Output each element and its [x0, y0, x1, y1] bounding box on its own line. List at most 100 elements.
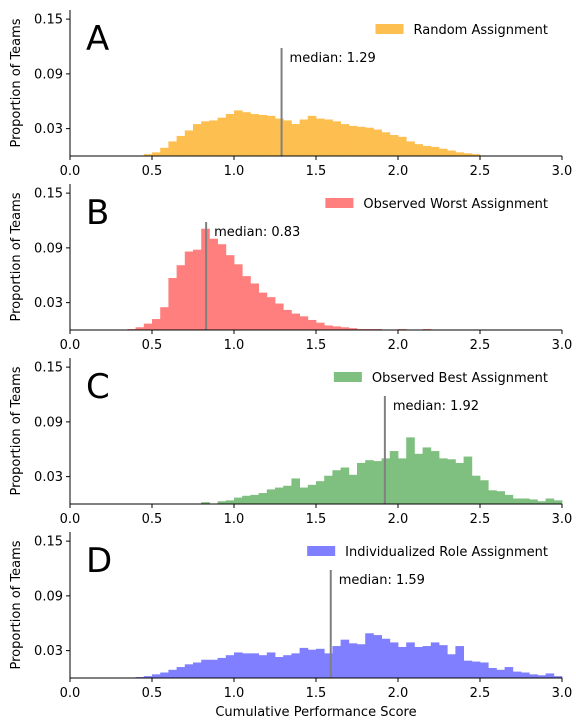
- histogram-bar: [422, 646, 432, 678]
- legend-swatch: [325, 198, 354, 208]
- histogram-bar: [381, 638, 391, 678]
- x-tick-label: 1.5: [306, 164, 327, 179]
- histogram-bar: [406, 141, 415, 156]
- histogram-bar: [242, 495, 251, 504]
- histogram-bar: [299, 316, 309, 330]
- histogram-bar: [348, 328, 358, 330]
- histogram-bar: [152, 674, 161, 678]
- histogram-bar: [307, 115, 317, 156]
- histogram-bar: [488, 490, 497, 504]
- histogram-bar: [447, 459, 456, 504]
- median-label: median: 1.92: [393, 399, 479, 414]
- histogram-bar: [234, 264, 243, 330]
- histogram-bar: [291, 124, 300, 156]
- histogram-bar: [184, 251, 194, 330]
- histogram-bar: [521, 672, 530, 678]
- x-tick-label: 3.0: [552, 686, 573, 701]
- histogram-bar: [340, 327, 350, 330]
- histogram-bar: [299, 119, 309, 156]
- histogram-bar: [529, 499, 538, 504]
- panel-a: median: 1.29 0.03 0.09 0.15 0.0 0.5 1.0 1.5 2.0 2…: [9, 10, 572, 179]
- histogram-bar: [160, 307, 169, 330]
- histogram-bar: [348, 474, 358, 504]
- x-tick-label: 0.0: [60, 338, 81, 353]
- histogram-bar: [537, 501, 546, 504]
- histogram-bar: [307, 484, 317, 504]
- histogram-bar: [160, 672, 169, 678]
- histogram-bar: [266, 297, 276, 330]
- median-label: median: 0.83: [214, 225, 300, 240]
- histogram-bar: [553, 500, 563, 504]
- y-tick-label: 0.03: [34, 644, 63, 659]
- histogram-bar: [414, 144, 423, 156]
- histogram-bar: [324, 475, 333, 504]
- histogram-bar: [422, 145, 432, 156]
- histogram-bar: [209, 659, 218, 678]
- histogram-bar: [234, 110, 243, 157]
- histogram-bar: [463, 153, 473, 156]
- histogram-bar: [291, 653, 300, 678]
- y-tick-label: 0.09: [34, 67, 63, 82]
- histogram-bar: [480, 662, 489, 678]
- histogram-bar: [357, 462, 366, 504]
- x-tick-label: 3.0: [552, 164, 573, 179]
- histogram-bar: [340, 124, 350, 156]
- legend-swatch: [375, 24, 404, 34]
- histogram-bar: [258, 114, 268, 156]
- histogram-bar: [545, 673, 555, 678]
- histogram-bar: [168, 141, 177, 156]
- panel-letter: B: [86, 193, 109, 233]
- histogram-bar: [176, 135, 186, 156]
- histogram-bar: [373, 635, 382, 678]
- y-tick-label: 0.03: [34, 470, 63, 485]
- histogram-bar: [324, 653, 333, 678]
- histogram-bar: [439, 458, 448, 505]
- histogram-bar: [217, 657, 227, 678]
- y-axis-label: Proportion of Teams: [9, 366, 24, 495]
- histogram-bar: [430, 451, 440, 504]
- x-tick-label: 2.0: [388, 338, 409, 353]
- y-tick-label: 0.09: [34, 589, 63, 604]
- histogram-bar: [381, 458, 391, 505]
- histogram-bar: [242, 276, 251, 330]
- histogram-bar: [414, 453, 423, 504]
- panel-d: median: 1.59 0.03 0.09 0.15 0.0 0.5 1.0 1.5 2.0 2…: [9, 532, 572, 720]
- panel-letter: A: [86, 19, 109, 59]
- histogram-bar: [348, 125, 358, 156]
- histogram-bar: [217, 117, 227, 156]
- histogram-bar: [340, 639, 350, 678]
- x-tick-label: 2.5: [470, 686, 491, 701]
- x-tick-label: 0.0: [60, 512, 81, 527]
- histogram-bar: [152, 152, 161, 156]
- histogram-bar: [266, 652, 276, 678]
- histogram-bar: [209, 120, 218, 156]
- histogram-bar: [250, 283, 259, 330]
- histogram-bar: [160, 147, 169, 156]
- x-tick-label: 1.0: [224, 338, 245, 353]
- histogram-bar: [537, 675, 546, 678]
- histogram-bar: [439, 645, 448, 678]
- histogram-bar: [258, 493, 268, 504]
- panel-letter: D: [86, 541, 112, 581]
- histogram-bar: [225, 114, 235, 156]
- histogram-bar: [357, 126, 366, 156]
- x-tick-label: 2.5: [470, 338, 491, 353]
- histogram-bar: [512, 498, 522, 504]
- histogram-bar: [340, 467, 350, 504]
- histogram-bar: [332, 470, 341, 504]
- histogram-bar: [176, 667, 186, 678]
- histogram-bar: [447, 654, 456, 678]
- y-tick-label: 0.09: [34, 241, 63, 256]
- histogram-bar: [422, 447, 432, 504]
- histogram-bar: [201, 502, 210, 504]
- histogram-bar: [463, 456, 473, 504]
- histogram-bar: [463, 660, 473, 678]
- histogram-bar: [389, 642, 399, 678]
- histogram-bar: [398, 646, 407, 678]
- panel-c: median: 1.92 0.03 0.09 0.15 0.0 0.5 1.0 1.5 2.0 2…: [9, 358, 572, 527]
- y-tick-label: 0.15: [34, 535, 63, 550]
- histogram-bar: [455, 646, 464, 678]
- histogram-bar: [291, 313, 300, 330]
- histogram-bar: [283, 309, 292, 330]
- histogram-bar: [225, 255, 235, 330]
